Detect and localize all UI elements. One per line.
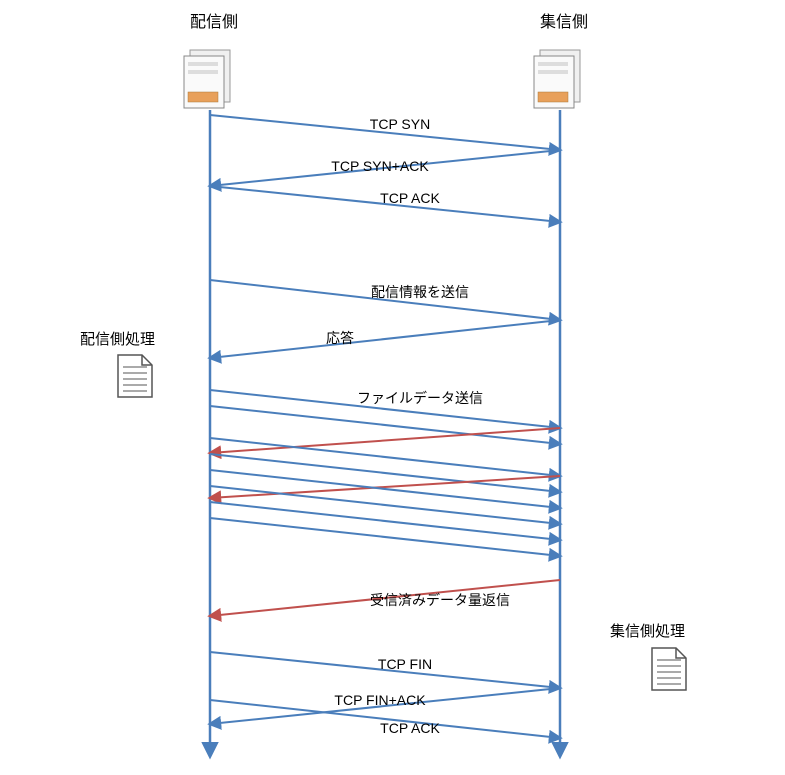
title-left: 配信側: [190, 8, 238, 32]
message-arrow: [210, 438, 560, 476]
document-icon: [118, 355, 152, 397]
server-icon: [184, 50, 230, 108]
message-label: 応答: [240, 328, 440, 348]
message-label: TCP SYN: [300, 116, 500, 132]
diagram-root: 配信側 集信側 配信側処理 集信側処理 TCP SYN TCP SYN+ACK TC…: [0, 0, 785, 775]
server-icon: [534, 50, 580, 108]
message-label: TCP FIN: [305, 656, 505, 672]
message-arrow: [210, 502, 560, 540]
message-label: TCP FIN+ACK: [280, 692, 480, 708]
side-label-left: 配信側処理: [80, 328, 155, 349]
message-label: 受信済みデータ量返信: [340, 590, 540, 610]
message-label: 配信情報を送信: [320, 282, 520, 302]
side-label-right: 集信側処理: [610, 620, 685, 641]
message-label: TCP ACK: [310, 190, 510, 206]
message-arrow: [210, 428, 560, 453]
message-arrow: [210, 470, 560, 508]
message-arrow: [210, 486, 560, 524]
title-right: 集信側: [540, 8, 588, 32]
message-label: TCP SYN+ACK: [280, 158, 480, 174]
message-arrow: [210, 406, 560, 444]
document-icon: [652, 648, 686, 690]
message-arrow: [210, 518, 560, 556]
message-label: TCP ACK: [310, 720, 510, 736]
message-label: ファイルデータ送信: [320, 388, 520, 408]
